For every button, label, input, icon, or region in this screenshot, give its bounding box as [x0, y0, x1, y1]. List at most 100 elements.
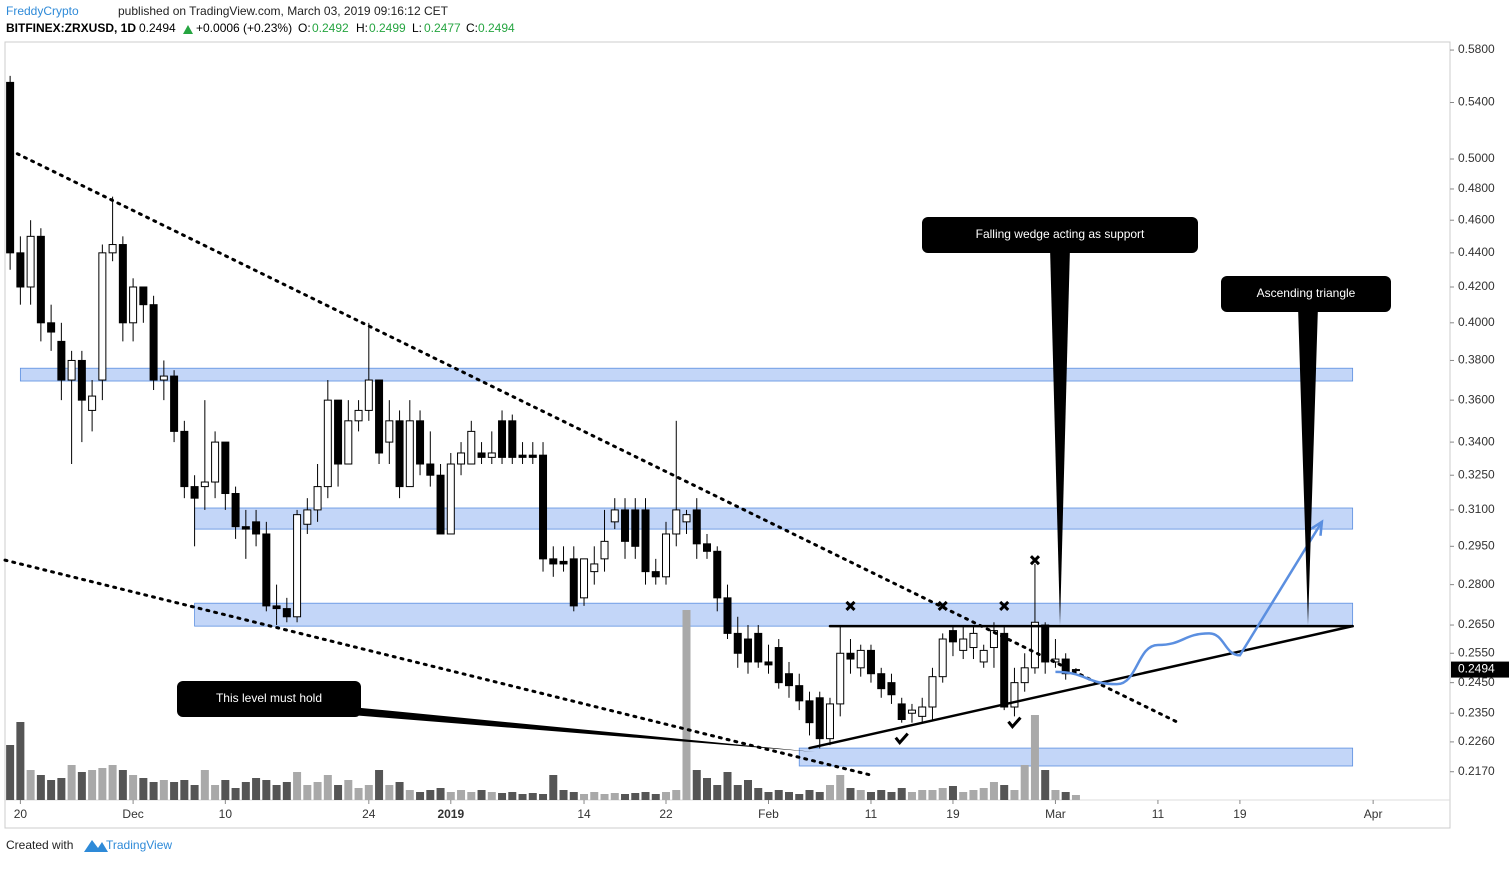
candle-body	[1030, 621, 1039, 669]
y-tick-label: 0.3600	[1458, 392, 1495, 406]
footer-brand[interactable]: TradingView	[106, 838, 172, 852]
candle-body	[221, 441, 230, 495]
volume-bar	[129, 775, 138, 800]
candle-body	[836, 652, 845, 705]
x-tick-label: 2019	[437, 807, 464, 821]
y-tick-label: 0.4400	[1458, 245, 1495, 259]
candle-body	[918, 706, 927, 717]
candle-body	[569, 558, 578, 607]
candle-body	[77, 359, 86, 401]
x-tick-label: Feb	[758, 807, 779, 821]
candle-body	[754, 632, 763, 663]
y-tick-label: 0.2260	[1458, 734, 1495, 748]
candle-body	[436, 474, 445, 535]
volume-bar	[918, 790, 927, 800]
volume-bar	[170, 782, 179, 800]
volume-bar	[877, 790, 886, 800]
trend-line	[8, 148, 1180, 725]
candle-body	[282, 608, 291, 618]
volume-bar	[600, 794, 609, 800]
candle-body	[426, 463, 435, 476]
projection-arrowhead	[1309, 519, 1324, 536]
volume-bar	[457, 790, 466, 800]
candle-body	[703, 543, 712, 552]
x-tick-label: 20	[14, 807, 28, 821]
candle-body	[641, 509, 650, 573]
x-tick-label: 14	[577, 807, 591, 821]
candle-body	[528, 454, 537, 458]
y-tick-label: 0.4200	[1458, 279, 1495, 293]
trend-line	[808, 624, 1354, 750]
candle-body	[262, 533, 271, 607]
zone	[194, 602, 1354, 627]
candle-body	[498, 420, 507, 458]
candle-body	[549, 558, 558, 565]
candle-body	[139, 286, 148, 306]
volume-bar	[682, 610, 691, 800]
x-marker	[937, 600, 948, 611]
volume-bar	[815, 792, 824, 800]
volume-bar	[118, 770, 127, 800]
h-label: H:	[356, 21, 368, 35]
candle-body	[692, 509, 701, 545]
candle-body	[67, 359, 76, 381]
candle-body	[252, 521, 261, 535]
candle-body	[211, 441, 220, 483]
candle-body	[477, 452, 486, 458]
candle-body	[416, 420, 425, 465]
volume-bar	[282, 782, 291, 800]
volume-bar	[549, 775, 558, 800]
volume-bar	[559, 790, 568, 800]
volume-bar	[856, 790, 865, 800]
volume-bar	[313, 782, 322, 800]
candle-body	[897, 703, 906, 721]
x-marker	[999, 600, 1010, 611]
volume-bar	[252, 778, 261, 800]
volume-bar	[334, 785, 343, 800]
last: 0.2494	[139, 21, 176, 35]
y-tick-label: 0.2650	[1458, 617, 1495, 631]
volume-bar	[221, 780, 230, 800]
y-tick-label: 0.3400	[1458, 434, 1495, 448]
volume-bar	[487, 792, 496, 800]
volume-bar	[344, 780, 353, 800]
volume-bar	[795, 794, 804, 800]
candle-body	[375, 379, 384, 454]
candle-body	[651, 571, 660, 578]
volume-bar	[47, 780, 56, 800]
author[interactable]: FreddyCrypto	[6, 4, 79, 18]
callout-pointer	[1050, 247, 1070, 625]
candle-body	[334, 399, 343, 465]
volume-bar	[662, 792, 671, 800]
candle-body	[88, 395, 97, 411]
volume-bar	[528, 793, 537, 800]
volume-bar	[621, 794, 630, 800]
volume-bar	[77, 772, 86, 800]
l-value: 0.2477	[424, 21, 461, 35]
volume-bar	[733, 785, 742, 800]
x-tick-label: 24	[362, 807, 376, 821]
x-tick-label: 19	[1233, 807, 1247, 821]
x-marker	[845, 600, 856, 611]
candle-body	[805, 700, 814, 724]
callout-pointer	[351, 707, 815, 752]
candle-body	[190, 486, 199, 499]
candle-body	[149, 304, 158, 381]
check-marker	[894, 732, 909, 745]
y-tick-label: 0.2950	[1458, 538, 1495, 552]
candle-body	[784, 673, 793, 687]
volume-bar	[631, 793, 640, 800]
candle-body	[36, 235, 45, 324]
published: published on TradingView.com, March 03, …	[118, 4, 449, 18]
projection	[1055, 521, 1323, 686]
volume-bar	[354, 788, 363, 800]
candle-body	[26, 235, 35, 288]
y-tick-label: 0.2170	[1458, 764, 1495, 778]
volume-bar	[723, 772, 732, 800]
candle-body	[887, 682, 896, 696]
candle-body	[1020, 667, 1029, 684]
volume-bar	[262, 780, 271, 800]
volume-bar	[1061, 792, 1070, 800]
candle-body	[610, 509, 619, 523]
check-marker	[1007, 716, 1022, 729]
